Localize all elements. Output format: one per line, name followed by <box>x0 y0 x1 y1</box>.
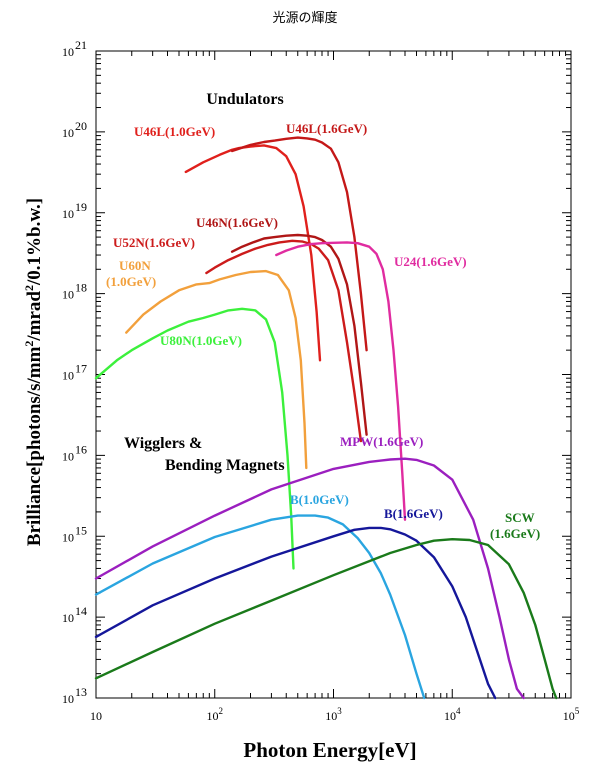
y-tick-label-exp: 14 <box>75 604 87 618</box>
x-tick-label: 104 <box>444 706 461 723</box>
series-line-4 <box>275 241 407 521</box>
x-tick-label: 105 <box>563 706 580 723</box>
series-label-b-1gev: B(1.0GeV) <box>290 492 349 507</box>
y-tick-label: 10 <box>62 611 74 625</box>
y-tick-label-exp: 19 <box>75 200 87 214</box>
y-tick-label: 10 <box>62 530 74 544</box>
series-label-u60n: U60N (1.0GeV) <box>106 258 156 289</box>
series-line-9 <box>94 526 497 700</box>
series-curves <box>94 136 558 700</box>
series-label-u52n: U52N(1.6GeV) <box>113 235 195 250</box>
series-label-u24: U24(1.6GeV) <box>394 254 467 269</box>
y-tick-label-exp: 18 <box>75 281 87 295</box>
series-line-8 <box>94 514 426 700</box>
series-line-0 <box>184 144 322 362</box>
y-axis-label: Brilliance[photons/s/mm2/mrad2/0.1%b.w.] <box>22 198 45 546</box>
chart-title: 光源の輝度 <box>272 10 337 26</box>
y-tick-label: 10 <box>62 126 74 140</box>
series-line-7 <box>94 457 525 700</box>
series-line-2 <box>205 239 363 443</box>
series-label-u80n: U80N(1.0GeV) <box>160 333 242 348</box>
plot-frame <box>95 50 572 699</box>
series-label-u46l-1gev: U46L(1.0GeV) <box>134 124 215 139</box>
series-label-u46n: U46N(1.6GeV) <box>196 215 278 230</box>
y-tick-label: 10 <box>62 288 74 302</box>
heading-undulators: Undulators <box>206 91 283 108</box>
series-label-mpw: MPW(1.6GeV) <box>340 434 423 449</box>
x-tick-label: 103 <box>325 706 342 723</box>
y-tick-label-exp: 17 <box>75 362 87 376</box>
y-tick-label-exp: 16 <box>75 442 87 456</box>
heading-bending-magnets: Bending Magnets <box>165 457 285 474</box>
y-tick-label: 10 <box>62 449 74 463</box>
y-tick-label-exp: 21 <box>75 38 87 52</box>
series-label-scw: SCW (1.6GeV) <box>490 510 540 541</box>
y-tick-label-exp: 15 <box>75 523 87 537</box>
y-tick-label: 10 <box>62 369 74 383</box>
x-axis-label: Photon Energy[eV] <box>243 738 416 762</box>
series-line-1 <box>230 136 368 352</box>
x-tick-label: 10 <box>90 709 102 723</box>
series-line-3 <box>230 233 368 436</box>
y-tick-label-exp: 20 <box>75 119 87 133</box>
y-tick-label: 10 <box>62 692 74 706</box>
y-tick-label: 10 <box>62 207 74 221</box>
x-tick-label: 102 <box>207 706 224 723</box>
heading-wigglers: Wigglers & <box>124 435 202 452</box>
y-tick-label: 10 <box>62 45 74 59</box>
series-label-b-16gev: B(1.6GeV) <box>384 506 443 521</box>
series-line-5 <box>125 269 308 470</box>
series-line-10 <box>94 538 558 700</box>
series-label-u46l-16gev: U46L(1.6GeV) <box>286 121 367 136</box>
series-line-6 <box>94 307 295 570</box>
axis-ticks <box>95 51 571 699</box>
y-tick-label-exp: 13 <box>75 685 87 699</box>
